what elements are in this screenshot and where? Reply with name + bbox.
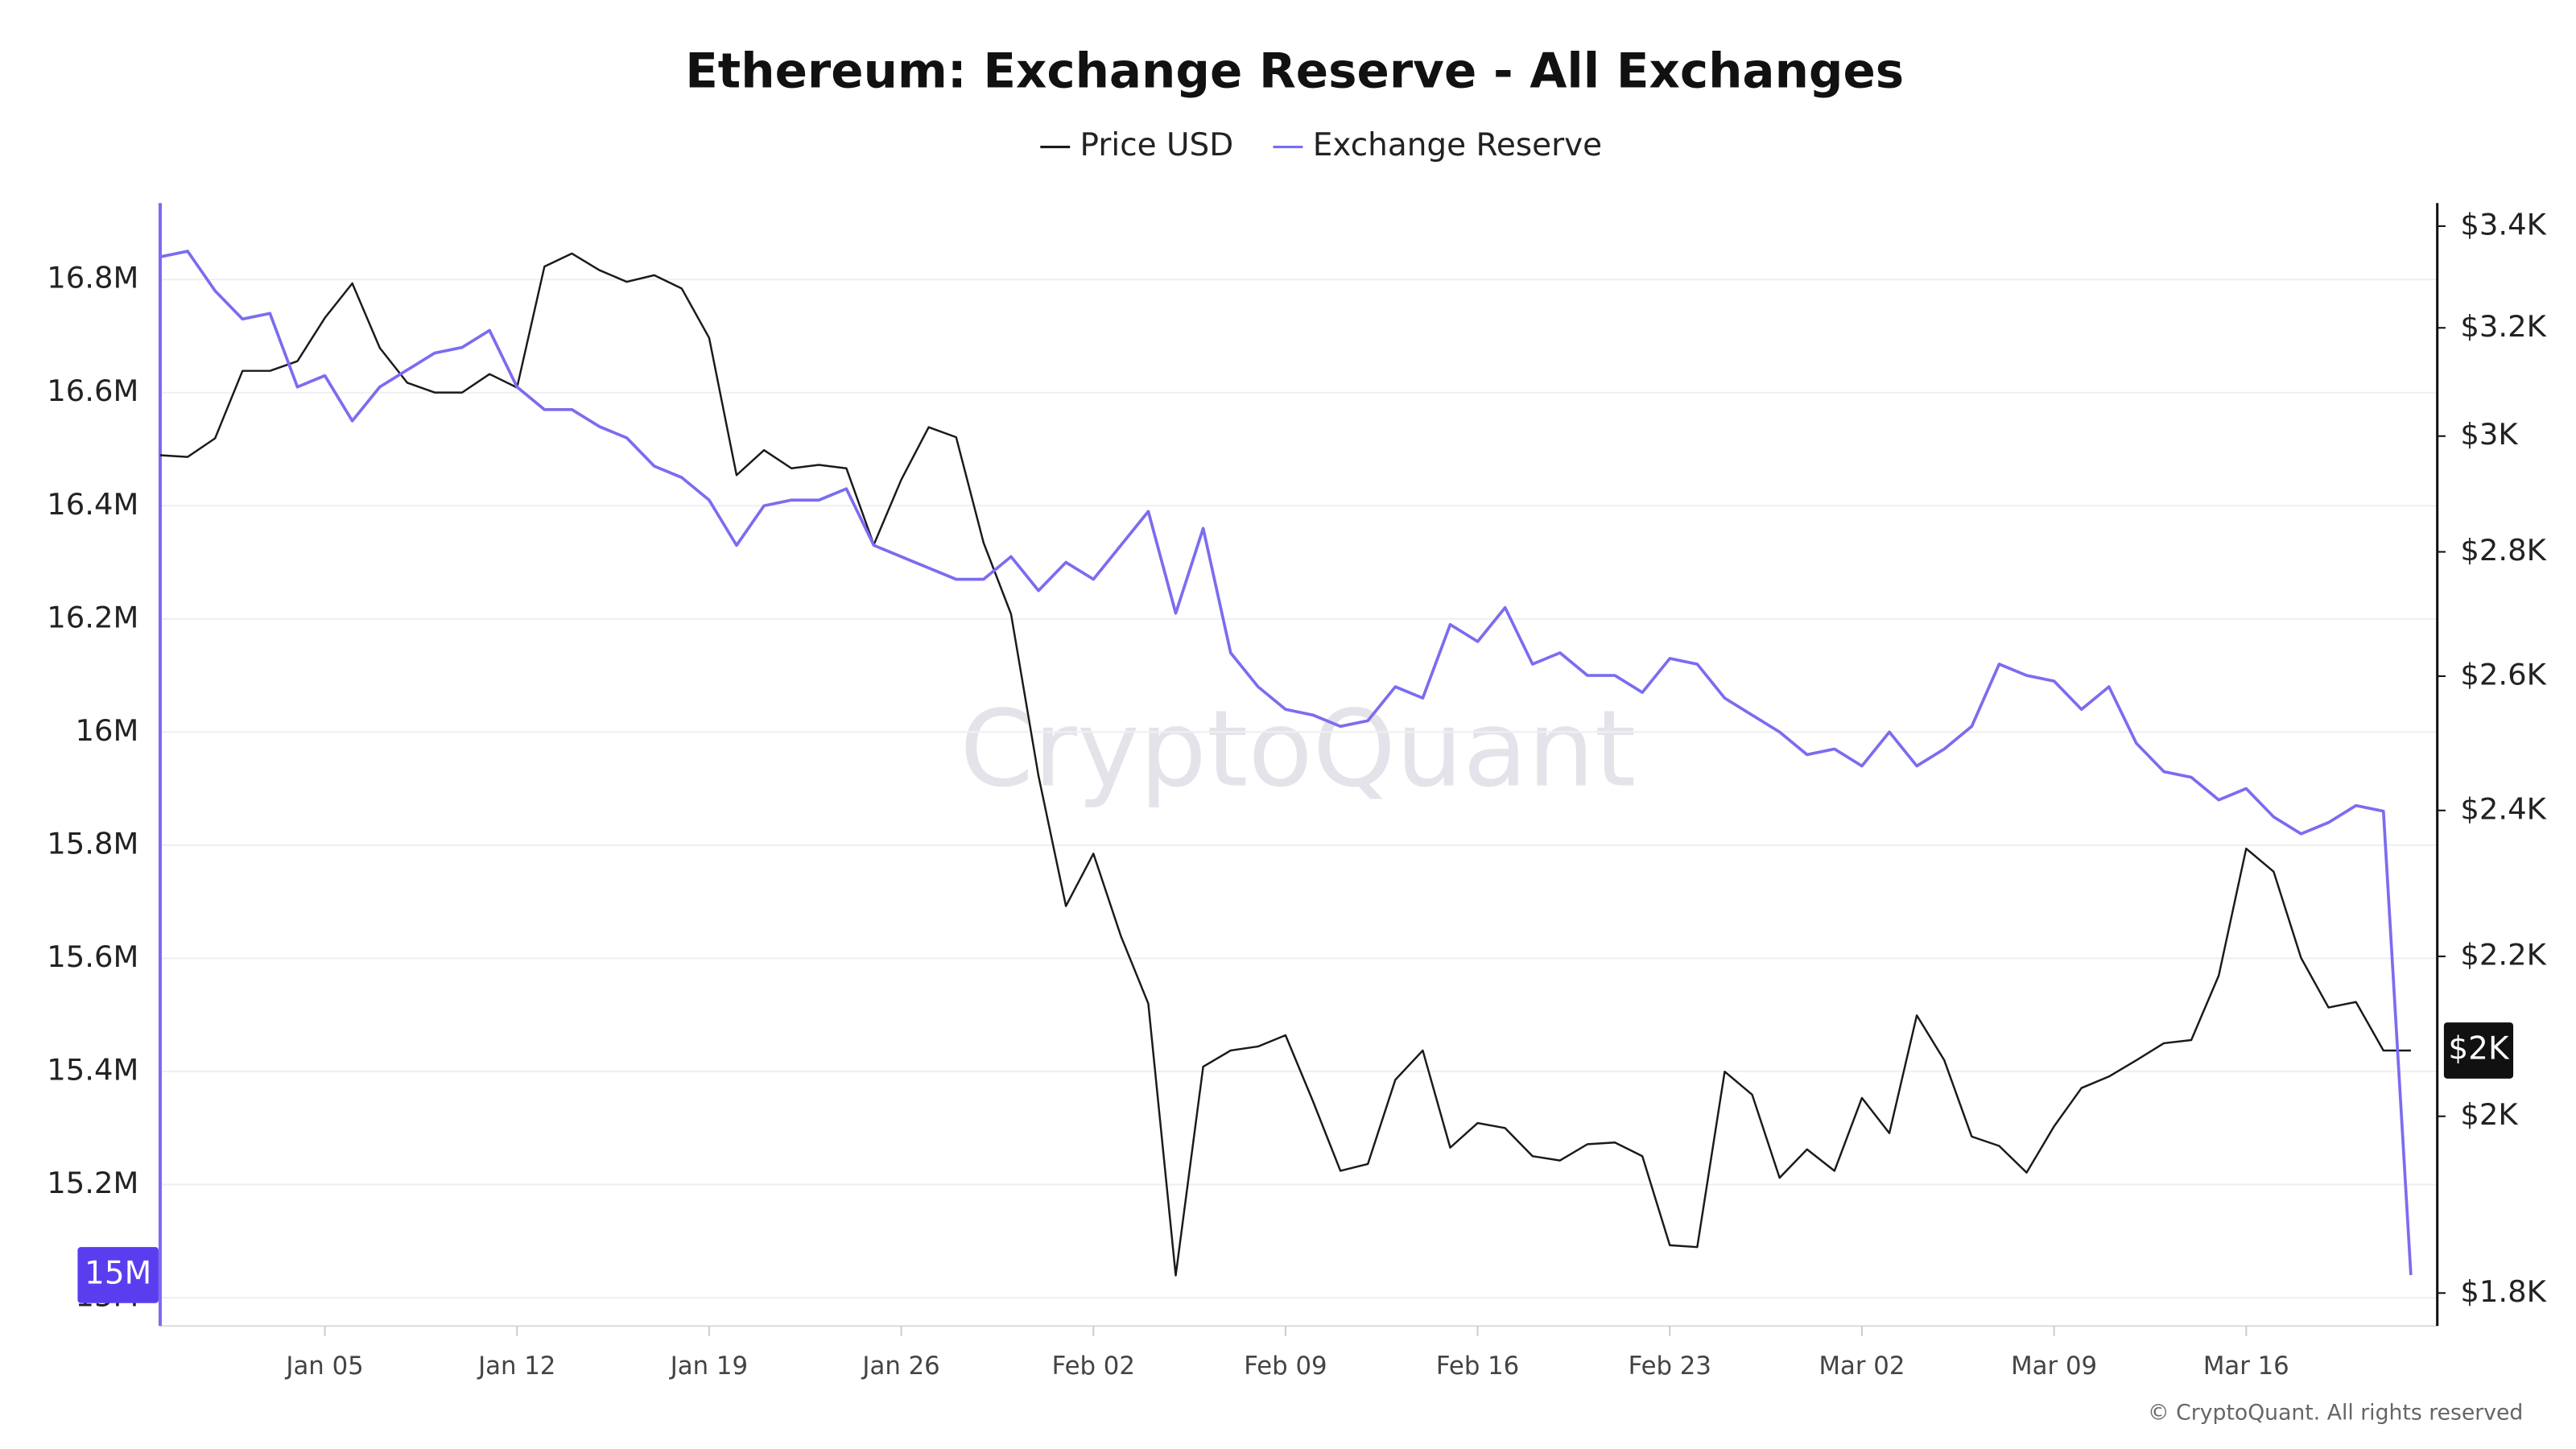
y2-tick-label: $2.6K	[2460, 657, 2546, 691]
y-tick-label: 15.6M	[47, 939, 138, 974]
y-tick-label: 15.4M	[47, 1052, 138, 1087]
series-line	[159, 250, 2413, 1276]
y2-tick-label: $2.4K	[2460, 791, 2546, 826]
chart-title: Ethereum: Exchange Reserve - All Exchang…	[685, 43, 1904, 99]
x-tick-label: Feb 09	[1244, 1352, 1327, 1381]
x-tick-label: Feb 02	[1052, 1352, 1135, 1381]
x-tick-label: Jan 12	[477, 1352, 555, 1381]
y2-tick-label: $3.4K	[2460, 207, 2546, 242]
y-tick-label: 15.8M	[47, 826, 138, 861]
value-badge-label: 15M	[85, 1255, 151, 1291]
y-tick-label: 16.2M	[47, 600, 138, 634]
y2-tick-label: $2.2K	[2460, 938, 2546, 972]
x-tick-label: Feb 16	[1436, 1352, 1519, 1381]
x-tick-label: Mar 16	[2203, 1352, 2289, 1381]
y2-tick-label: $3.2K	[2460, 309, 2546, 344]
value-badge	[77, 1247, 159, 1303]
y2-tick-label: $2.8K	[2460, 533, 2546, 568]
value-badge-label: $2K	[2448, 1030, 2510, 1067]
x-tick-label: Feb 23	[1629, 1352, 1711, 1381]
watermark: CryptoQuant	[960, 687, 1636, 811]
legend: Price USD Exchange Reserve	[1040, 127, 1602, 163]
x-tick-label: Jan 05	[284, 1352, 363, 1381]
y-tick-label: 15.2M	[47, 1166, 138, 1200]
value-badge	[2443, 1022, 2514, 1079]
x-tick-label: Jan 26	[861, 1352, 939, 1381]
y-tick-label: 16.8M	[47, 261, 138, 295]
y-tick-label: 16M	[75, 713, 138, 748]
x-tick-label: Mar 09	[2011, 1352, 2097, 1381]
y-tick-label: 16.4M	[47, 487, 138, 522]
x-tick-label: Mar 02	[1818, 1352, 1905, 1381]
y2-tick-label: $1.8K	[2460, 1274, 2546, 1309]
y-tick-label: 16.6M	[47, 374, 138, 408]
y2-tick-label: $2K	[2460, 1097, 2518, 1132]
legend-label: Price USD	[1080, 127, 1234, 163]
y2-tick-label: $3K	[2460, 417, 2518, 452]
x-tick-label: Jan 19	[669, 1352, 748, 1381]
legend-label: Exchange Reserve	[1313, 127, 1602, 163]
series-line	[159, 252, 2411, 1277]
copyright: © CryptoQuant. All rights reserved	[2148, 1400, 2523, 1425]
